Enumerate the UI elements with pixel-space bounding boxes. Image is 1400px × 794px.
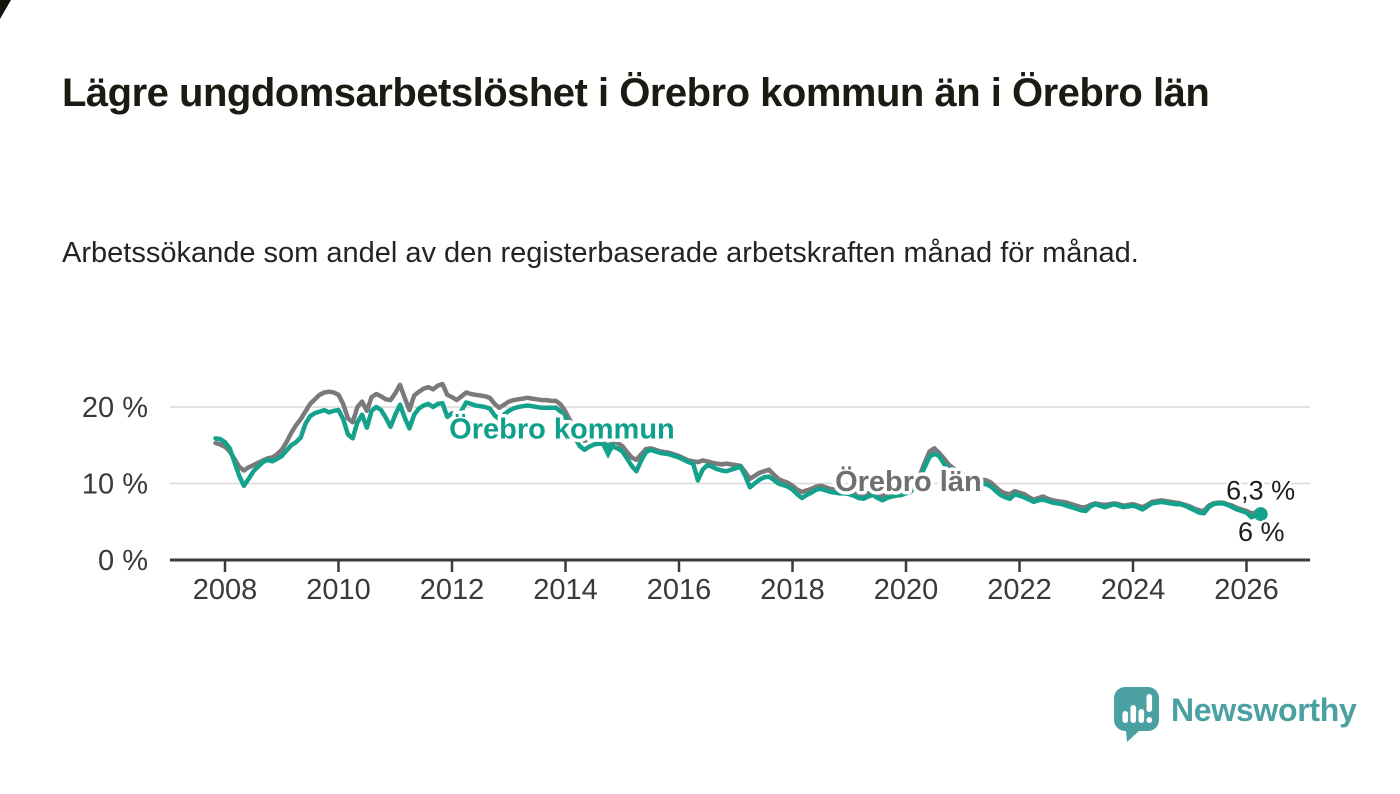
newsworthy-logo: Newsworthy	[1113, 686, 1357, 744]
annotation-arrow-icon	[600, 442, 617, 460]
corner-mark	[0, 0, 11, 19]
series-kommun-line	[213, 400, 1263, 520]
end-value-label: 6,3 %	[1226, 476, 1295, 506]
x-tick-label: 2022	[987, 574, 1052, 606]
x-tick-label: 2010	[306, 574, 371, 606]
series-lan-line	[213, 381, 1263, 516]
newsworthy-logo-icon	[1114, 687, 1159, 742]
y-tick-label: 20 %	[82, 392, 148, 424]
end-value-label: 6 %	[1238, 517, 1285, 547]
y-axis-labels: 0 % 10 % 20 %	[82, 392, 148, 577]
series-label: Örebro kommun	[449, 412, 675, 445]
y-tick-label: 10 %	[82, 469, 148, 501]
x-tick-label: 2008	[193, 574, 258, 606]
x-tick-label: 2016	[647, 574, 712, 606]
series-label: Örebro län	[835, 465, 982, 498]
page-title: Lägre ungdomsarbetslöshet i Örebro kommu…	[62, 71, 1210, 115]
chart-annotations: Örebro kommun Örebro län 6,3 % 6 %	[446, 409, 1298, 550]
x-axis-ticks	[223, 561, 1248, 572]
series-kommun-endpoint-dot	[1253, 507, 1268, 522]
x-tick-label: 2014	[533, 574, 598, 606]
y-tick-label: 0 %	[98, 545, 148, 577]
chart-canvas: 0 % 10 % 20 % 2008 2010 2012 2014 2016 2018 2020…	[82, 381, 1310, 606]
chart-subtitle: Arbetssökande som andel av den registerb…	[62, 237, 1139, 269]
x-axis-labels: 2008 2010 2012 2014 2016 2018 2020 2022 2024 2026	[193, 574, 1279, 606]
x-tick-label: 2018	[760, 574, 825, 606]
x-tick-label: 2026	[1214, 574, 1279, 606]
chart-area: 0 % 10 % 20 % 2008 2010 2012 2014 2016 2018 2020…	[0, 350, 1400, 620]
x-tick-label: 2020	[874, 574, 939, 606]
x-tick-label: 2024	[1101, 574, 1166, 606]
x-tick-label: 2012	[420, 574, 485, 606]
newsworthy-logo-text: Newsworthy	[1171, 692, 1357, 728]
